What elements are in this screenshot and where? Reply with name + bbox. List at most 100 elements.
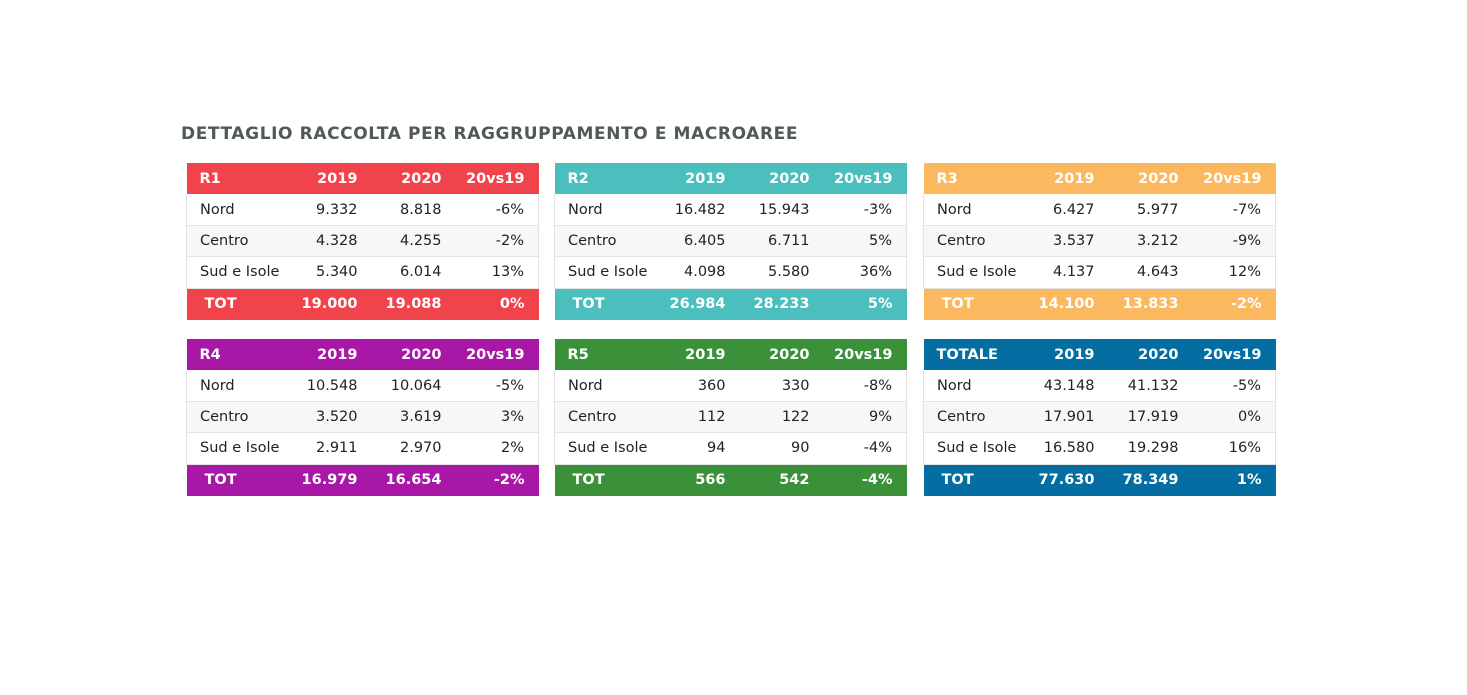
total-delta: -2% [1230, 296, 1262, 313]
table-row: Nord 10.548 10.064 -5% [186, 370, 539, 402]
value-2019: 3.537 [1028, 225, 1095, 258]
year-2019-header: 2019 [685, 346, 726, 363]
value-2020: 6.711 [725, 225, 810, 258]
total-2019: 566 [695, 472, 726, 489]
area-name: Centro [186, 401, 292, 434]
year-2020-header: 2020 [769, 346, 810, 363]
delta-value: -2% [441, 225, 539, 258]
value-2020: 90 [725, 432, 810, 465]
total-delta: 0% [499, 296, 525, 313]
value-2020: 6.014 [357, 256, 442, 289]
delta-value: -7% [1178, 194, 1276, 226]
total-2020: 542 [779, 472, 810, 489]
table-row: Centro 17.901 17.919 0% [923, 401, 1276, 434]
table-header-row: R4 2019 2020 20vs19 [186, 339, 539, 371]
table-r2: R2 2019 2020 20vs19 Nord 16.482 15.943 -… [554, 163, 907, 320]
table-r5: R5 2019 2020 20vs19 Nord 360 330 -8% Cen… [554, 339, 907, 496]
table-row: Centro 3.520 3.619 3% [186, 401, 539, 434]
delta-value: -8% [809, 370, 907, 402]
value-2019: 4.098 [659, 256, 726, 289]
value-2020: 19.298 [1094, 432, 1179, 465]
total-row: TOT 77.630 78.349 1% [923, 464, 1276, 496]
value-2020: 3.212 [1094, 225, 1179, 258]
group-name-header: R3 [936, 170, 958, 187]
total-delta: 1% [1236, 472, 1262, 489]
delta-value: 0% [1178, 401, 1276, 434]
value-2020: 8.818 [357, 194, 442, 226]
area-name: Sud e Isole [554, 432, 660, 465]
value-2019: 6.405 [659, 225, 726, 258]
year-2019-header: 2019 [1054, 170, 1095, 187]
delta-value: -4% [809, 432, 907, 465]
delta-value: 36% [809, 256, 907, 289]
value-2020: 5.977 [1094, 194, 1179, 226]
total-delta: 5% [867, 296, 893, 313]
delta-value: 3% [441, 401, 539, 434]
table-row: Sud e Isole 2.911 2.970 2% [186, 432, 539, 465]
value-2020: 41.132 [1094, 370, 1179, 402]
delta-header: 20vs19 [834, 346, 893, 363]
total-row: TOT 14.100 13.833 -2% [923, 288, 1276, 320]
value-2019: 2.911 [291, 432, 358, 465]
value-2020: 330 [725, 370, 810, 402]
group-name-header: R1 [199, 170, 221, 187]
value-2020: 17.919 [1094, 401, 1179, 434]
area-name: Nord [554, 194, 660, 226]
area-name: Centro [923, 401, 1029, 434]
total-row: TOT 26.984 28.233 5% [554, 288, 907, 320]
value-2019: 9.332 [291, 194, 358, 226]
value-2019: 360 [659, 370, 726, 402]
total-2019: 26.984 [669, 296, 726, 313]
delta-header: 20vs19 [466, 346, 525, 363]
table-row: Sud e Isole 4.137 4.643 12% [923, 256, 1276, 289]
table-header-row: R1 2019 2020 20vs19 [186, 163, 539, 195]
table-header-row: R3 2019 2020 20vs19 [923, 163, 1276, 195]
total-label: TOT [572, 296, 605, 313]
total-row: TOT 566 542 -4% [554, 464, 907, 496]
value-2019: 6.427 [1028, 194, 1095, 226]
value-2019: 5.340 [291, 256, 358, 289]
delta-value: 12% [1178, 256, 1276, 289]
value-2019: 3.520 [291, 401, 358, 434]
value-2019: 112 [659, 401, 726, 434]
area-name: Centro [186, 225, 292, 258]
total-2020: 16.654 [385, 472, 442, 489]
delta-value: 16% [1178, 432, 1276, 465]
value-2019: 16.482 [659, 194, 726, 226]
table-r4: R4 2019 2020 20vs19 Nord 10.548 10.064 -… [186, 339, 539, 496]
value-2020: 15.943 [725, 194, 810, 226]
table-row: Sud e Isole 16.580 19.298 16% [923, 432, 1276, 465]
table-row: Nord 9.332 8.818 -6% [186, 194, 539, 226]
table-r1: R1 2019 2020 20vs19 Nord 9.332 8.818 -6%… [186, 163, 539, 320]
area-name: Sud e Isole [186, 256, 292, 289]
area-name: Nord [554, 370, 660, 402]
value-2020: 4.643 [1094, 256, 1179, 289]
table-row: Centro 3.537 3.212 -9% [923, 225, 1276, 258]
year-2020-header: 2020 [1138, 170, 1179, 187]
table-totale: TOTALE 2019 2020 20vs19 Nord 43.148 41.1… [923, 339, 1276, 496]
area-name: Centro [554, 225, 660, 258]
total-label: TOT [941, 472, 974, 489]
delta-header: 20vs19 [1203, 346, 1262, 363]
delta-value: -3% [809, 194, 907, 226]
total-2019: 16.979 [301, 472, 358, 489]
total-label: TOT [204, 296, 237, 313]
area-name: Sud e Isole [923, 256, 1029, 289]
total-delta: -2% [493, 472, 525, 489]
area-name: Sud e Isole [923, 432, 1029, 465]
value-2020: 3.619 [357, 401, 442, 434]
value-2020: 122 [725, 401, 810, 434]
total-label: TOT [941, 296, 974, 313]
year-2020-header: 2020 [401, 346, 442, 363]
table-row: Nord 16.482 15.943 -3% [554, 194, 907, 226]
year-2020-header: 2020 [769, 170, 810, 187]
delta-value: 2% [441, 432, 539, 465]
year-2019-header: 2019 [1054, 346, 1095, 363]
value-2019: 17.901 [1028, 401, 1095, 434]
value-2019: 16.580 [1028, 432, 1095, 465]
delta-value: -6% [441, 194, 539, 226]
table-row: Centro 6.405 6.711 5% [554, 225, 907, 258]
area-name: Nord [186, 194, 292, 226]
tables-grid: R1 2019 2020 20vs19 Nord 9.332 8.818 -6%… [186, 163, 1276, 496]
year-2020-header: 2020 [1138, 346, 1179, 363]
